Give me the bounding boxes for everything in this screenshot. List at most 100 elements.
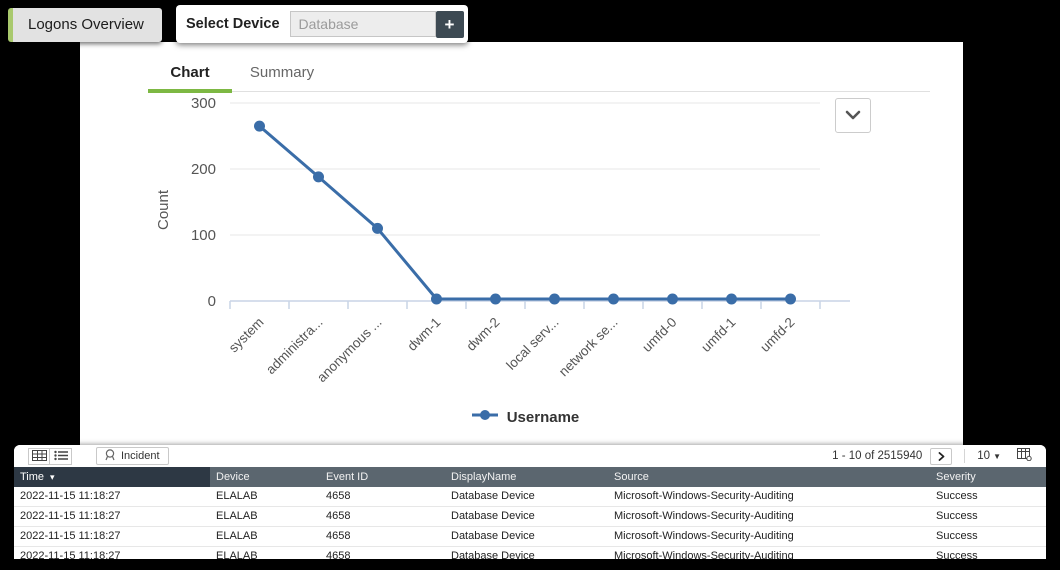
data-point[interactable] [667,293,678,305]
data-point[interactable] [785,293,796,305]
y-tick-label: 100 [191,227,216,244]
table-cell: Microsoft-Windows-Security-Auditing [614,550,794,559]
page-size-value: 10 [977,450,991,462]
table-cell: Database Device [451,490,535,502]
table-cell: 4658 [326,510,351,522]
table-cell: Microsoft-Windows-Security-Auditing [614,490,794,502]
tab-chart[interactable]: Chart [148,58,232,93]
table-row[interactable]: 2022-11-15 11:18:27 ELALAB 4658 Database De… [14,487,1046,507]
x-axis-label: umfd-2 [757,315,797,355]
table-cell: 4658 [326,530,351,542]
data-point[interactable] [549,293,560,305]
logons-line-chart: 0100200300Countsystemadministra...anonym… [155,95,850,385]
table-cell: 4658 [326,490,351,502]
series-line [258,124,791,301]
column-header-event-id[interactable]: Event ID [326,471,369,483]
data-point[interactable] [254,120,265,132]
pagination-range: 1 - 10 of 2515940 [832,450,923,462]
table-cell: ELALAB [216,550,258,559]
legend-label: Username [506,408,580,426]
y-tick-label: 0 [208,293,216,310]
table-cell: Microsoft-Windows-Security-Auditing [614,510,794,522]
incident-icon [105,448,116,464]
data-point[interactable] [372,222,383,234]
table-cell: 2022-11-15 11:18:27 [20,490,121,502]
page-size-dropdown[interactable]: 10 ▼ [977,450,1001,462]
table-row[interactable]: 2022-11-15 11:18:27 ELALAB 4658 Database De… [14,507,1046,527]
select-device-label: Select Device [186,16,280,32]
events-table-panel: Incident 1 - 10 of 2515940 10 ▼ [14,445,1046,559]
collapse-chart-button[interactable] [835,98,871,133]
data-point[interactable] [726,293,737,305]
legend-line-marker-icon [471,408,499,426]
tab-summary-label: Summary [249,64,315,81]
table-cell: Database Device [451,510,535,522]
column-settings-button[interactable] [1017,448,1032,464]
x-axis-label: dwm-2 [463,315,502,354]
page-title: Logons Overview [28,16,144,33]
chevron-right-icon [938,449,945,464]
x-axis-label: umfd-0 [639,315,679,355]
y-tick-label: 200 [191,161,216,178]
next-page-button[interactable] [930,447,953,465]
column-header-displayname[interactable]: DisplayName [451,471,517,483]
device-selector-card: Select Device + [176,5,468,43]
table-cell: ELALAB [216,490,258,502]
device-input-group: + [289,10,464,38]
chart-legend[interactable]: Username [230,405,820,429]
caret-down-icon: ▼ [993,451,1001,461]
table-cell: Database Device [451,530,535,542]
toolbar-divider [964,449,966,463]
data-point[interactable] [490,293,501,305]
table-cell: 2022-11-15 11:18:27 [20,510,121,522]
table-cell: Microsoft-Windows-Security-Auditing [614,530,794,542]
column-header-severity[interactable]: Severity [936,471,976,483]
table-cell: Database Device [451,550,535,559]
tab-summary[interactable]: Summary [240,58,324,91]
column-header-device[interactable]: Device [216,471,250,483]
table-cell: 4658 [326,550,351,559]
chart-summary-tabbar: Chart Summary [148,58,930,93]
x-axis-label: network se... [556,315,621,380]
column-header-source[interactable]: Source [614,471,649,483]
table-cell: Success [936,550,978,559]
view-toggle-group [28,447,72,465]
table-toolbar: Incident 1 - 10 of 2515940 10 ▼ [14,445,1046,467]
list-view-button[interactable] [50,447,72,465]
column-settings-icon [1017,448,1032,464]
x-axis-label: administra... [263,315,326,378]
widget-title-tab[interactable]: Logons Overview [8,8,162,42]
x-axis-label: system [226,315,267,356]
incident-button-label: Incident [121,450,160,462]
add-device-button[interactable]: + [435,10,464,38]
data-point[interactable] [313,171,324,183]
table-header-row: Time ▾ Device Event ID DisplayName Source Seve… [14,467,1046,487]
y-tick-label: 300 [191,95,216,112]
table-row[interactable]: 2022-11-15 11:18:27 ELALAB 4658 Database De… [14,547,1046,559]
table-cell: Success [936,510,978,522]
x-axis-label: umfd-1 [698,315,738,355]
table-row[interactable]: 2022-11-15 11:18:27 ELALAB 4658 Database De… [14,527,1046,547]
incident-button[interactable]: Incident [96,447,169,465]
table-view-button[interactable] [28,447,50,465]
y-axis-title: Count [155,189,172,230]
tab-chart-label: Chart [170,64,210,81]
table-cell: 2022-11-15 11:18:27 [20,550,121,559]
table-cell: Success [936,530,978,542]
chevron-down-icon [845,108,861,123]
table-cell: ELALAB [216,530,258,542]
column-header-time[interactable]: Time ▾ [14,467,210,487]
data-point[interactable] [608,293,619,305]
x-axis-label: dwm-1 [404,315,443,354]
x-axis-label: local serv... [503,315,561,373]
table-cell: Success [936,490,978,502]
data-point[interactable] [431,293,442,305]
device-search-input[interactable] [289,11,436,37]
table-cell: ELALAB [216,510,258,522]
table-cell: 2022-11-15 11:18:27 [20,530,121,542]
list-view-icon [53,449,68,464]
table-body: 2022-11-15 11:18:27 ELALAB 4658 Database De… [14,487,1046,559]
table-view-icon [31,449,47,464]
sort-desc-icon: ▾ [50,472,55,482]
